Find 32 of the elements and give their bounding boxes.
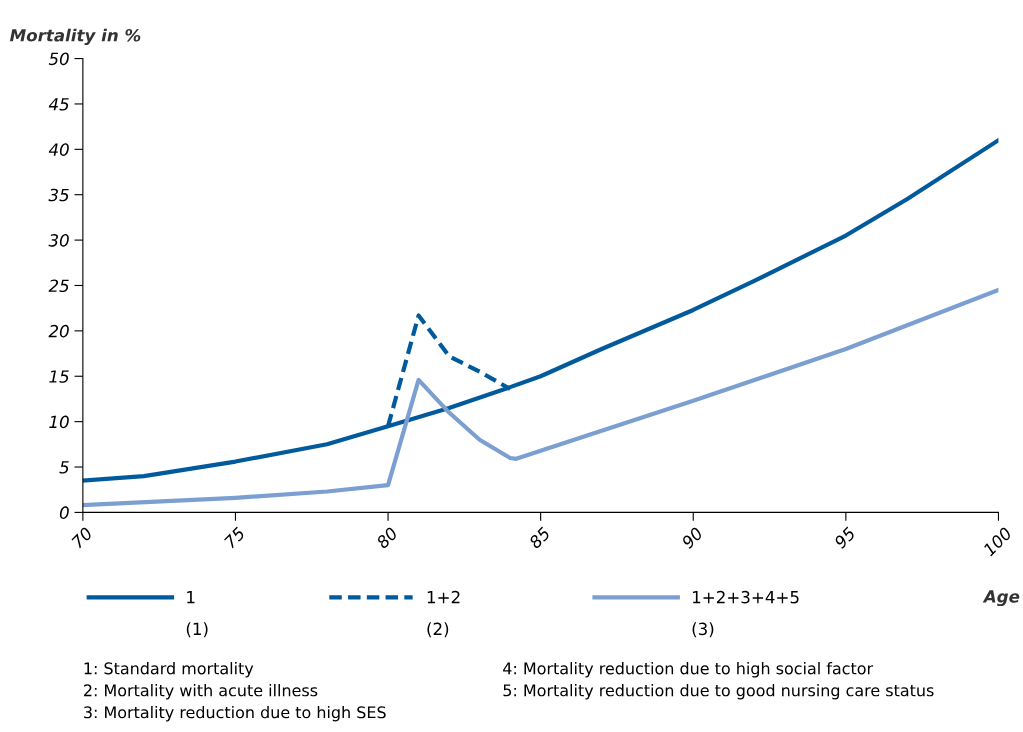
x-tick-label: 75 [223, 526, 246, 549]
line-series [82, 138, 999, 483]
y-tick-label: 35 [48, 188, 69, 202]
y-tick-label: 10 [49, 415, 69, 429]
line-series [82, 287, 999, 508]
x-tick-label: 90 [680, 526, 704, 550]
y-tick-label: 20 [48, 324, 69, 338]
text: 1: Standard mortality [84, 662, 254, 678]
text: 3: Mortality reduction due to high SES [84, 705, 386, 722]
x-tick-label: 95 [833, 526, 857, 550]
legend-label: 1 [187, 591, 195, 604]
y-tick-label: 50 [48, 52, 69, 66]
text: 4: Mortality reduction due to high social factor [503, 662, 874, 678]
text: 2: Mortality with acute illness [84, 684, 318, 700]
x-tick-label: 80 [375, 526, 399, 550]
y-tick-label: 45 [48, 98, 69, 111]
x-tick-label: 70 [70, 526, 94, 549]
y-tick-label: 0 [59, 506, 69, 519]
y-tick-label: 25 [48, 279, 69, 293]
y-tick-label: 15 [49, 370, 69, 383]
text: 5: Mortality reduction due to good nursing care status [503, 684, 934, 700]
legend-label: 1+2 [427, 590, 460, 604]
text: (3) [692, 622, 714, 638]
legend-label: 1+2+3+4+5 [692, 590, 799, 604]
text: (2) [427, 622, 449, 638]
y-tick-label: 5 [59, 461, 69, 474]
x-axis-title: Age [982, 590, 1020, 607]
y-tick-label: 30 [48, 234, 69, 247]
text: (1) [186, 622, 208, 638]
x-tick-label: 85 [528, 526, 551, 550]
y-axis-title: Mortality in % [9, 28, 141, 45]
y-tick-label: 40 [48, 143, 69, 156]
